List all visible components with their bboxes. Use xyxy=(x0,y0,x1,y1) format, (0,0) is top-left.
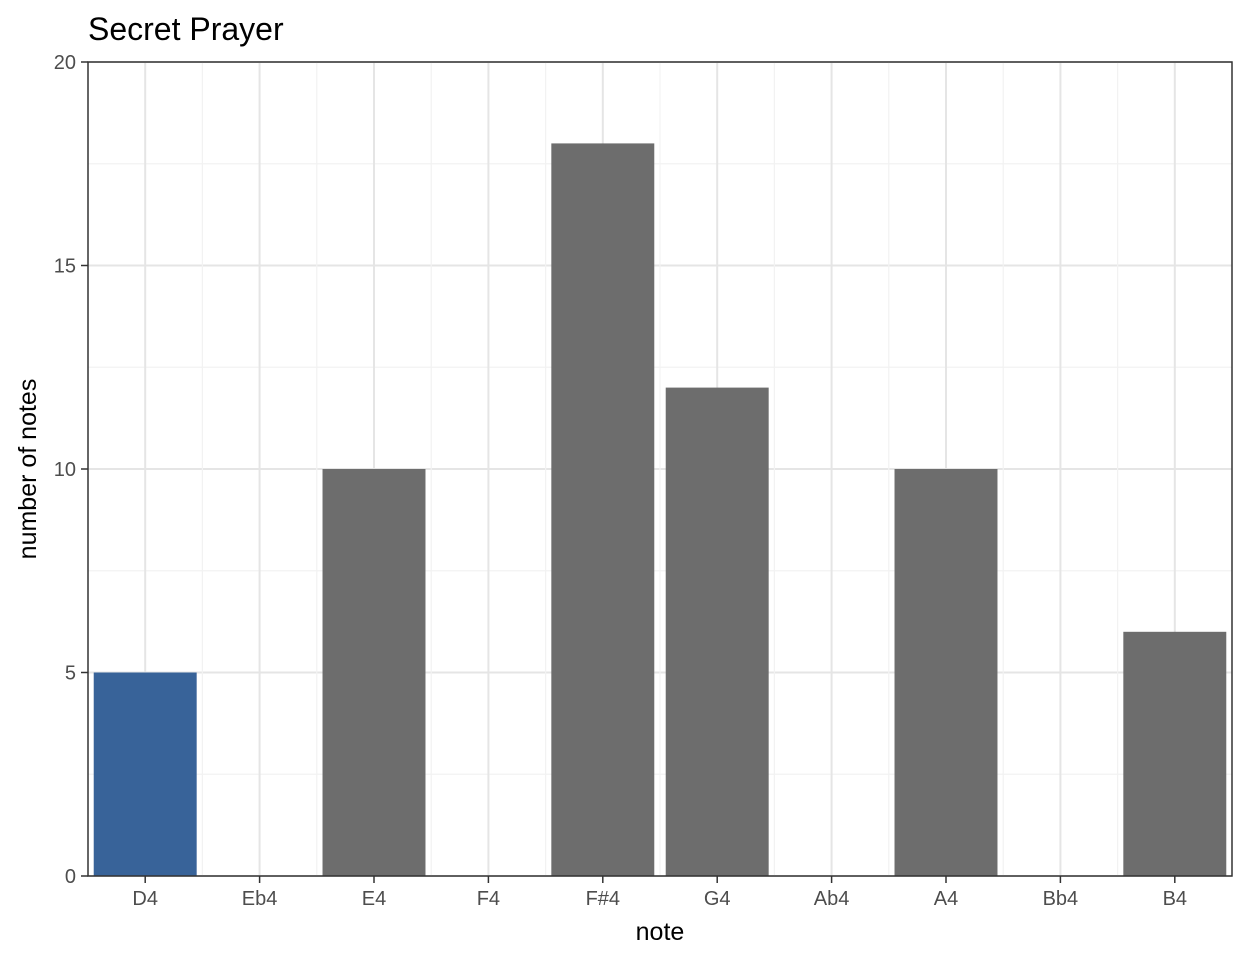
bar-F#4 xyxy=(551,143,655,876)
grid-lines xyxy=(88,61,1232,877)
x-tick-label-F#4: F#4 xyxy=(586,888,620,910)
x-tick-label-B4: B4 xyxy=(1163,888,1187,910)
x-axis: D4 Eb4 E4 F4 F#4 G4 Ab4 A4 Bb4 B4 xyxy=(132,876,1187,910)
y-axis: 0 5 10 15 20 xyxy=(54,52,88,888)
chart-title: Secret Prayer xyxy=(88,11,284,47)
x-tick-label-Bb4: Bb4 xyxy=(1043,888,1079,910)
y-axis-title: number of notes xyxy=(14,379,42,560)
bar-D4 xyxy=(93,672,197,876)
x-tick-label-E4: E4 xyxy=(362,888,386,910)
bar-A4 xyxy=(894,469,998,876)
x-tick-label-F4: F4 xyxy=(477,888,500,910)
y-tick-label: 5 xyxy=(65,663,76,685)
y-tick-label: 0 xyxy=(65,866,76,888)
x-tick-label-Eb4: Eb4 xyxy=(242,888,278,910)
x-tick-label-D4: D4 xyxy=(132,888,158,910)
x-axis-title: note xyxy=(636,918,685,946)
bar-G4 xyxy=(665,387,769,876)
x-tick-label-Ab4: Ab4 xyxy=(814,888,850,910)
x-tick-label-A4: A4 xyxy=(934,888,958,910)
bar-B4 xyxy=(1123,631,1227,876)
y-tick-label: 15 xyxy=(54,256,76,278)
y-tick-label: 20 xyxy=(54,52,76,74)
x-tick-label-G4: G4 xyxy=(704,888,731,910)
y-tick-label: 10 xyxy=(54,459,76,481)
bars xyxy=(93,143,1227,876)
bar-E4 xyxy=(322,469,426,876)
